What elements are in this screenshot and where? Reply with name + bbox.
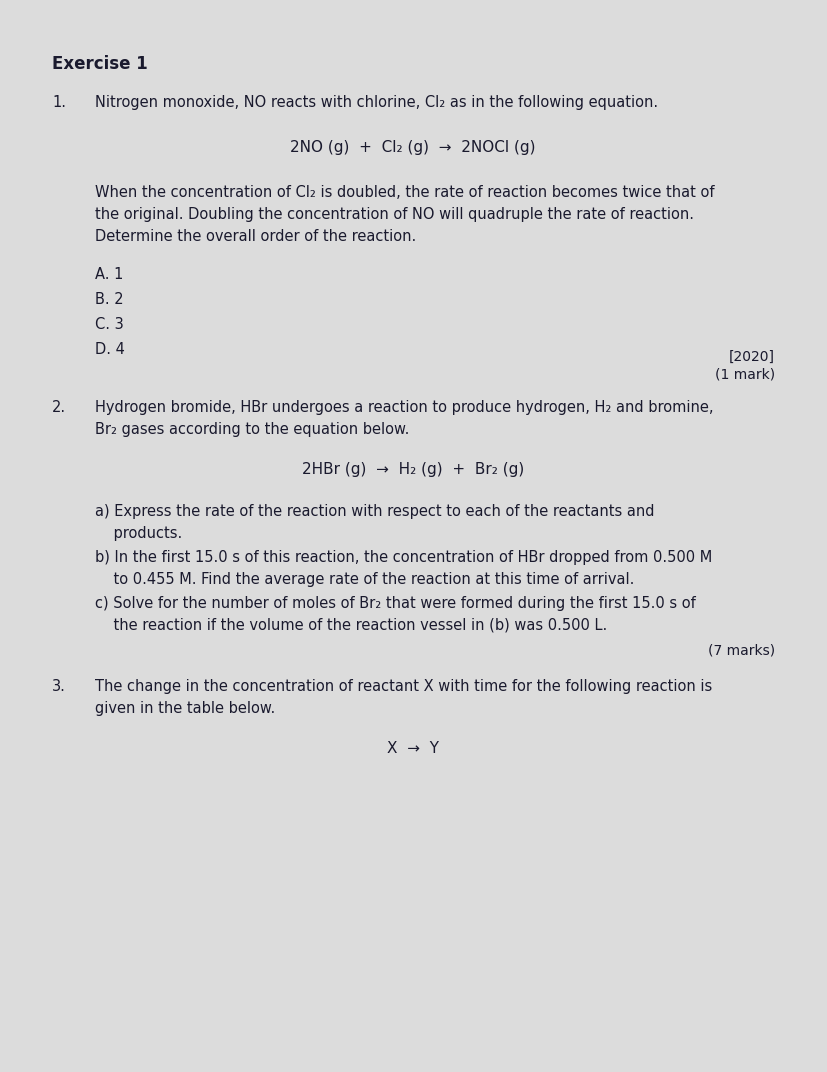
- Text: given in the table below.: given in the table below.: [95, 701, 275, 716]
- Text: 2.: 2.: [52, 400, 66, 415]
- Text: [2020]: [2020]: [729, 349, 775, 364]
- Text: c) Solve for the number of moles of Br₂ that were formed during the first 15.0 s: c) Solve for the number of moles of Br₂ …: [95, 596, 696, 611]
- Text: Hydrogen bromide, HBr undergoes a reaction to produce hydrogen, H₂ and bromine,: Hydrogen bromide, HBr undergoes a reacti…: [95, 400, 714, 415]
- Text: Br₂ gases according to the equation below.: Br₂ gases according to the equation belo…: [95, 422, 409, 437]
- Text: the original. Doubling the concentration of NO will quadruple the rate of reacti: the original. Doubling the concentration…: [95, 207, 694, 222]
- Text: D. 4: D. 4: [95, 342, 125, 357]
- Text: to 0.455 M. Find the average rate of the reaction at this time of arrival.: to 0.455 M. Find the average rate of the…: [95, 572, 634, 587]
- Text: (1 mark): (1 mark): [715, 368, 775, 382]
- Text: 2NO (g)  +  Cl₂ (g)  →  2NOCl (g): 2NO (g) + Cl₂ (g) → 2NOCl (g): [290, 140, 536, 155]
- Text: (7 marks): (7 marks): [708, 644, 775, 658]
- Text: the reaction if the volume of the reaction vessel in (b) was 0.500 L.: the reaction if the volume of the reacti…: [95, 617, 607, 632]
- Text: b) In the first 15.0 s of this reaction, the concentration of HBr dropped from 0: b) In the first 15.0 s of this reaction,…: [95, 550, 712, 565]
- Text: 3.: 3.: [52, 679, 66, 694]
- Text: When the concentration of Cl₂ is doubled, the rate of reaction becomes twice tha: When the concentration of Cl₂ is doubled…: [95, 185, 715, 200]
- Text: Determine the overall order of the reaction.: Determine the overall order of the react…: [95, 229, 416, 244]
- Text: 1.: 1.: [52, 95, 66, 110]
- Text: B. 2: B. 2: [95, 292, 123, 307]
- Text: C. 3: C. 3: [95, 317, 124, 332]
- Text: Exercise 1: Exercise 1: [52, 55, 148, 73]
- Text: 2HBr (g)  →  H₂ (g)  +  Br₂ (g): 2HBr (g) → H₂ (g) + Br₂ (g): [302, 462, 524, 477]
- Text: A. 1: A. 1: [95, 267, 123, 282]
- Text: X  →  Y: X → Y: [387, 741, 439, 756]
- Text: Nitrogen monoxide, NO reacts with chlorine, Cl₂ as in the following equation.: Nitrogen monoxide, NO reacts with chlori…: [95, 95, 658, 110]
- Text: The change in the concentration of reactant X with time for the following reacti: The change in the concentration of react…: [95, 679, 712, 694]
- Text: a) Express the rate of the reaction with respect to each of the reactants and: a) Express the rate of the reaction with…: [95, 504, 654, 519]
- Text: products.: products.: [95, 526, 182, 541]
